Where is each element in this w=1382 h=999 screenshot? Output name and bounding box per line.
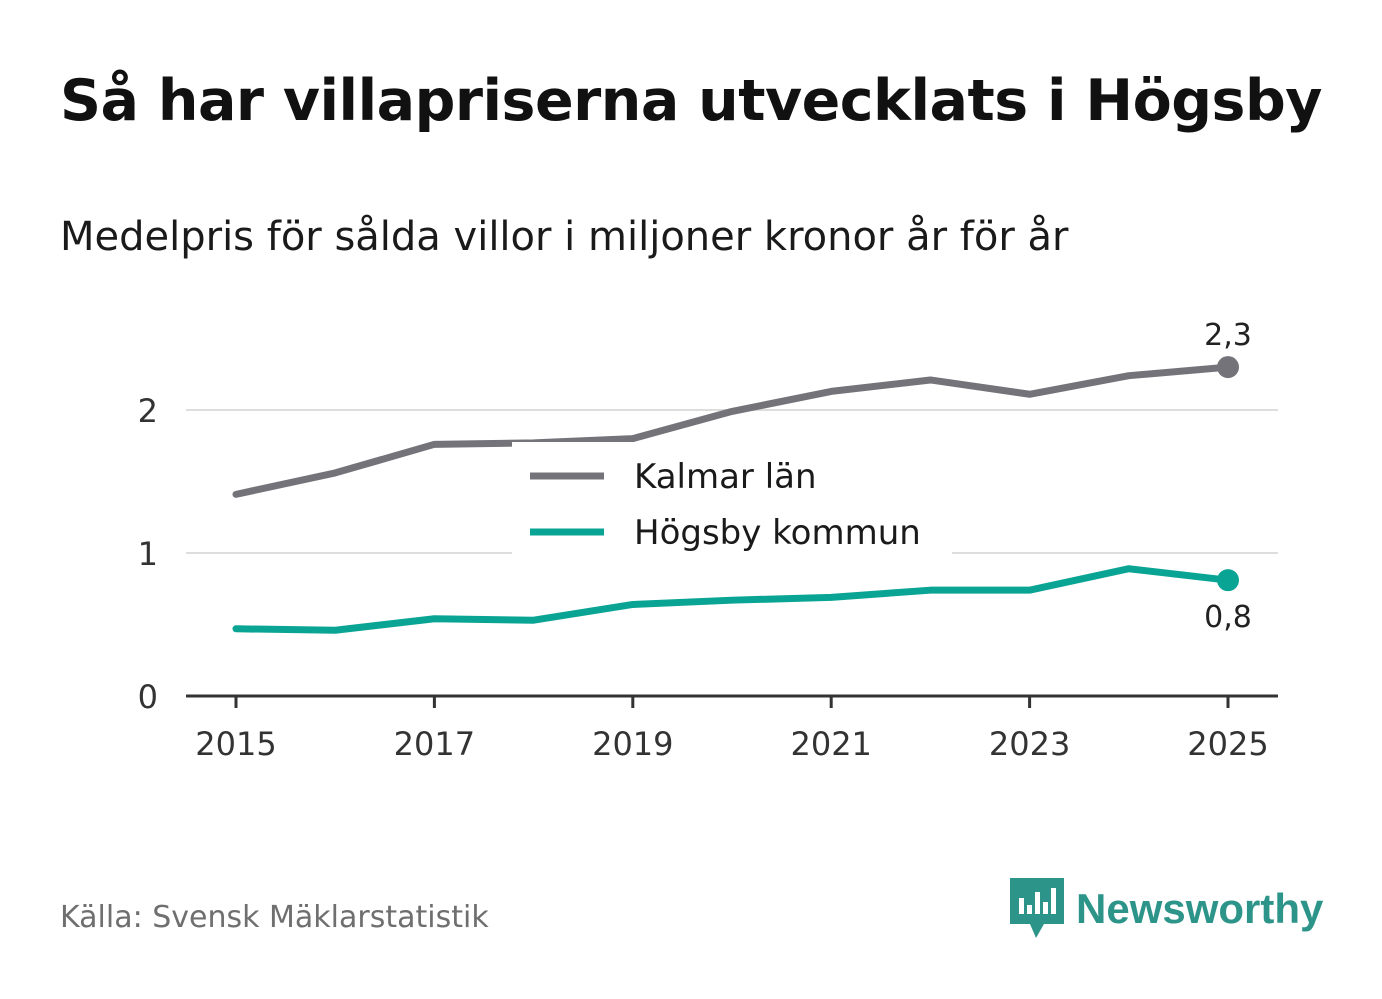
legend-label: Högsby kommun: [634, 513, 921, 553]
x-tick-label: 2025: [1187, 725, 1268, 763]
kalmar-lan-line: [232, 363, 1232, 498]
y-tick-label: 2: [138, 392, 158, 430]
x-tick-label: 2017: [394, 725, 475, 763]
y-tick-label: 0: [138, 678, 158, 716]
hogsby-kommun-endpoint: [1217, 569, 1239, 592]
data-label-hogsby: 0,8: [1204, 600, 1252, 635]
source-note: Källa: Svensk Mäklarstatistik: [60, 900, 489, 935]
hogsby-kommun-line: [232, 565, 1232, 634]
brand-logo: Newsworthy: [1010, 878, 1323, 940]
x-tick-label: 2019: [592, 725, 673, 763]
newsworthy-logo-icon: [1010, 878, 1064, 938]
y-tick-label: 1: [138, 535, 158, 573]
brand-name: Newsworthy: [1076, 885, 1324, 932]
page-title: Så har villapriserna utvecklats i Högsby: [60, 68, 1322, 134]
legend-label: Kalmar län: [634, 457, 817, 497]
data-label-kalmar: 2,3: [1204, 318, 1252, 353]
chart-subtitle: Medelpris för sålda villor i miljoner kr…: [60, 214, 1069, 260]
kalmar-lan-endpoint: [1217, 356, 1239, 379]
x-tick-label: 2021: [790, 725, 871, 763]
x-tick-label: 2023: [989, 725, 1070, 763]
x-tick-label: 2015: [195, 725, 276, 763]
